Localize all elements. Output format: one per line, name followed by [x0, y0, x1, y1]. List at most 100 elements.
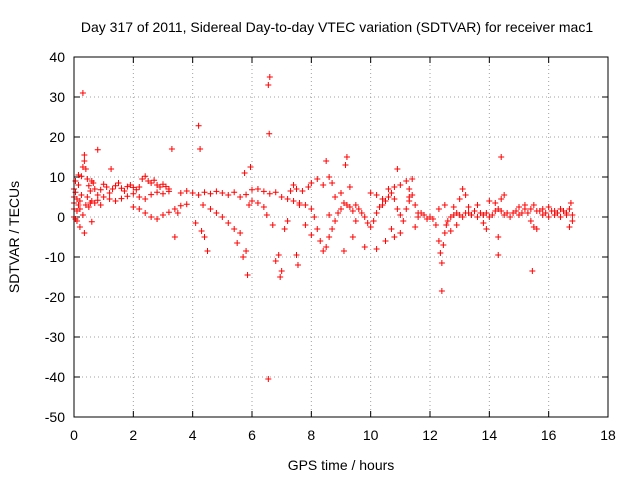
- data-point: [437, 250, 444, 256]
- data-point: [115, 180, 122, 186]
- y-tick-label: 10: [49, 169, 65, 185]
- data-point: [213, 210, 220, 216]
- data-point: [533, 226, 540, 232]
- data-point: [474, 214, 481, 220]
- data-point: [308, 180, 315, 186]
- data-point: [76, 206, 83, 212]
- data-point: [81, 158, 88, 164]
- data-point: [361, 244, 368, 250]
- y-tick-label: -40: [45, 369, 65, 385]
- data-point: [527, 218, 534, 224]
- data-point: [266, 74, 273, 80]
- data-point: [106, 190, 113, 196]
- data-point: [314, 176, 321, 182]
- data-point: [294, 262, 301, 268]
- data-point: [443, 222, 450, 228]
- data-point: [272, 189, 279, 196]
- data-point: [76, 224, 83, 230]
- data-point: [342, 162, 349, 168]
- data-point: [260, 204, 267, 210]
- data-point: [409, 176, 416, 182]
- data-point: [103, 184, 110, 190]
- data-point: [72, 216, 79, 222]
- data-point: [346, 184, 353, 190]
- data-point: [343, 154, 350, 160]
- data-point: [243, 191, 250, 198]
- data-point: [281, 226, 288, 232]
- data-point: [385, 194, 392, 200]
- data-point: [87, 188, 94, 194]
- y-tick-label: -10: [45, 249, 65, 265]
- data-point: [82, 166, 89, 172]
- y-tick-label: -20: [45, 289, 65, 305]
- data-point: [84, 176, 91, 182]
- data-point: [204, 248, 211, 254]
- data-point: [453, 222, 460, 228]
- data-point: [323, 244, 330, 250]
- data-point: [148, 191, 155, 198]
- data-point: [352, 218, 359, 224]
- data-point: [139, 176, 146, 182]
- data-point: [72, 178, 79, 184]
- data-point: [498, 154, 505, 160]
- data-point: [81, 152, 88, 158]
- x-tick-label: 4: [189, 427, 197, 443]
- data-point: [489, 212, 496, 218]
- data-point: [254, 200, 261, 206]
- data-point: [112, 182, 119, 189]
- data-point: [566, 206, 573, 212]
- data-point: [260, 188, 267, 195]
- data-point: [468, 212, 475, 218]
- data-point: [197, 146, 204, 152]
- data-point: [501, 192, 508, 198]
- data-point: [346, 204, 353, 210]
- data-point: [326, 212, 333, 218]
- x-tick-label: 8: [307, 427, 315, 443]
- data-point: [394, 206, 401, 212]
- data-point: [130, 190, 137, 197]
- x-axis-title: GPS time / hours: [288, 457, 395, 473]
- data-point: [171, 206, 178, 212]
- data-point: [299, 188, 306, 194]
- data-point: [263, 212, 270, 218]
- data-point: [157, 184, 164, 190]
- data-point: [432, 222, 439, 228]
- data-point: [498, 208, 505, 214]
- data-point: [397, 212, 404, 218]
- data-point: [438, 260, 445, 266]
- data-point: [406, 194, 413, 200]
- data-point: [326, 174, 333, 180]
- data-point: [450, 204, 457, 210]
- data-point: [456, 196, 463, 202]
- data-point: [100, 194, 107, 200]
- data-point: [244, 272, 251, 278]
- data-point: [201, 234, 208, 240]
- data-point: [332, 218, 339, 224]
- data-point: [237, 230, 244, 236]
- data-point: [545, 214, 552, 220]
- data-point: [471, 208, 478, 214]
- data-point: [569, 212, 576, 218]
- data-point: [142, 210, 149, 216]
- data-point: [195, 122, 202, 129]
- data-point: [142, 196, 149, 202]
- data-point: [542, 210, 549, 216]
- data-point: [174, 210, 181, 216]
- data-point: [545, 204, 552, 210]
- data-point: [249, 198, 255, 204]
- data-point: [373, 246, 380, 252]
- data-point: [486, 198, 493, 204]
- data-point: [412, 202, 419, 208]
- data-point: [171, 234, 178, 240]
- data-point: [364, 220, 371, 226]
- data-point: [265, 376, 272, 382]
- data-point: [275, 252, 282, 258]
- x-tick-label: 10: [363, 427, 379, 443]
- data-point: [507, 214, 514, 220]
- data-point: [94, 192, 101, 198]
- y-tick-labels: -50 -40 -30 -20 -10 0 10 20 30 40: [45, 49, 65, 425]
- x-tick-label: 2: [129, 427, 137, 443]
- data-point: [367, 224, 374, 230]
- data-point: [160, 212, 166, 218]
